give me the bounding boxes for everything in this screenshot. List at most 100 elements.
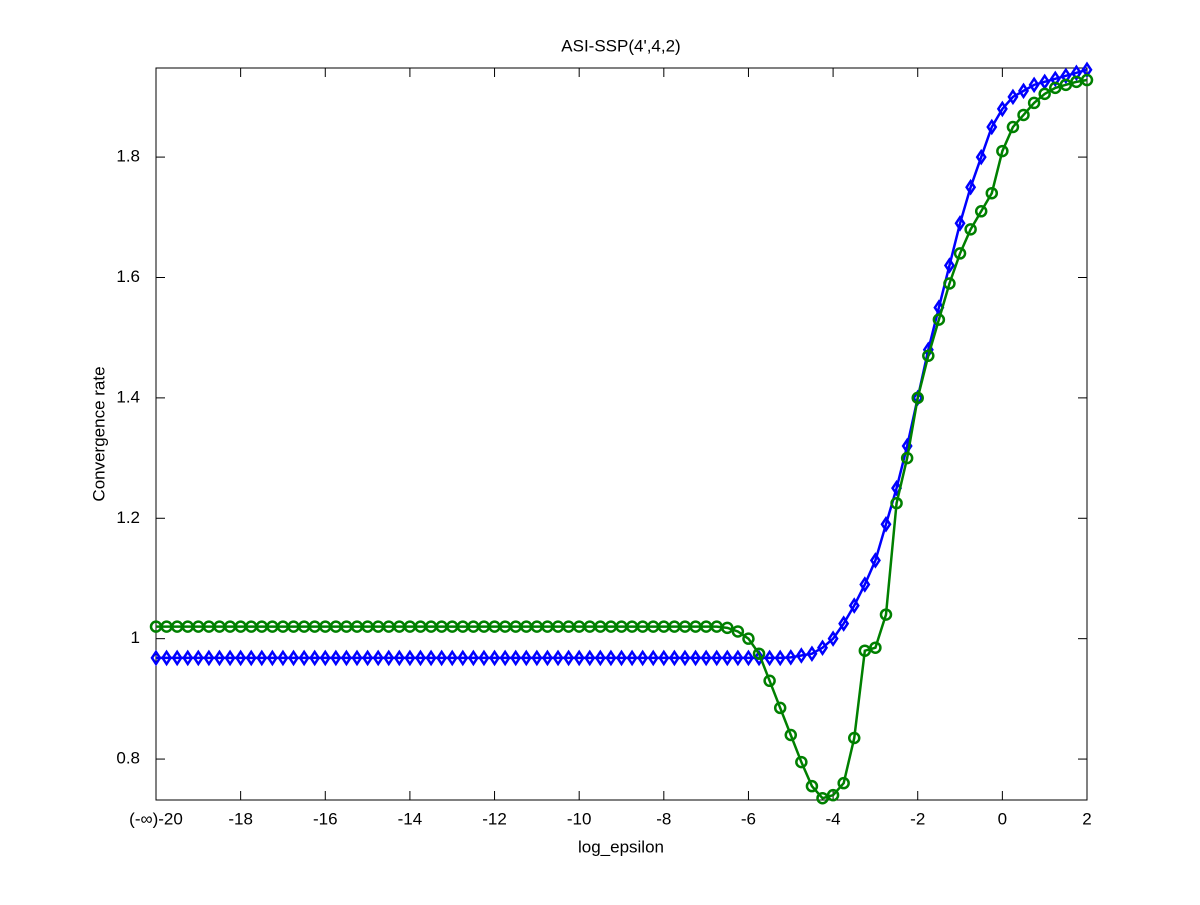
x-tick-label: -8	[656, 809, 671, 828]
data-point	[1060, 67, 1072, 85]
y-axis-label: Convergence rate	[89, 366, 108, 501]
y-tick-label: 1.4	[116, 387, 140, 406]
data-point	[489, 649, 501, 667]
data-point	[161, 649, 173, 667]
data-point	[1006, 120, 1020, 134]
data-point	[372, 649, 384, 667]
data-point	[436, 649, 448, 667]
data-point	[594, 649, 606, 667]
data-point	[330, 649, 342, 667]
data-point	[690, 649, 702, 667]
y-tick-label: 1.6	[116, 267, 140, 286]
data-point	[563, 649, 575, 667]
data-point	[880, 516, 892, 533]
data-point	[203, 649, 215, 667]
data-point	[150, 649, 162, 667]
data-point	[732, 649, 744, 667]
data-point	[721, 649, 733, 667]
data-point	[1080, 73, 1094, 87]
data-point	[1028, 76, 1040, 94]
data-point	[879, 608, 893, 621]
data-point	[393, 649, 405, 667]
x-tick-label: (-∞)-20	[129, 809, 183, 828]
data-point	[764, 649, 776, 667]
data-point	[848, 597, 860, 614]
data-point	[954, 215, 966, 232]
data-point	[277, 649, 289, 667]
data-point	[340, 649, 352, 667]
data-point	[647, 649, 659, 667]
data-point	[953, 247, 967, 260]
y-tick-label: 1	[131, 628, 140, 647]
plot-area	[155, 67, 1088, 801]
data-point	[911, 391, 924, 405]
data-point	[752, 647, 766, 660]
data-point	[975, 148, 987, 166]
data-point	[996, 144, 1009, 158]
data-point	[213, 649, 225, 667]
data-point	[615, 649, 628, 667]
data-point	[404, 649, 416, 667]
data-point	[742, 649, 754, 667]
data-point	[288, 649, 300, 667]
data-point	[510, 649, 522, 667]
data-point	[1059, 78, 1073, 92]
data-point	[414, 649, 426, 667]
data-point	[531, 649, 543, 667]
data-point	[1017, 108, 1030, 122]
data-point	[668, 649, 680, 667]
data-point	[383, 649, 395, 667]
data-point	[838, 615, 850, 632]
data-point	[859, 576, 871, 593]
data-point	[806, 645, 818, 662]
data-point	[1038, 87, 1051, 101]
data-point	[817, 639, 829, 656]
data-point	[826, 788, 840, 802]
data-point	[256, 649, 268, 667]
data-point	[266, 649, 278, 667]
x-tick-label: -2	[910, 809, 925, 828]
x-tick-label: -6	[741, 809, 756, 828]
data-point	[848, 731, 861, 745]
data-point	[478, 649, 490, 667]
data-point	[425, 649, 437, 667]
data-point	[1007, 88, 1019, 106]
data-point	[1027, 96, 1041, 110]
x-tick-label: -12	[482, 809, 507, 828]
data-point	[965, 178, 977, 196]
data-point	[679, 649, 691, 667]
x-tick-label: -10	[567, 809, 592, 828]
data-point	[773, 701, 787, 715]
data-point	[816, 791, 829, 805]
x-tick-label: -14	[398, 809, 423, 828]
data-point	[711, 649, 723, 667]
series-line	[156, 78, 1088, 800]
data-point	[891, 479, 903, 497]
data-point	[763, 674, 776, 688]
x-tick-label: 0	[998, 809, 1007, 828]
data-point	[626, 649, 638, 667]
data-point	[584, 649, 596, 667]
data-point	[573, 649, 585, 667]
data-point	[795, 647, 807, 664]
data-point	[1070, 64, 1082, 82]
data-point	[182, 649, 194, 667]
data-point	[721, 621, 734, 635]
data-point	[753, 649, 765, 667]
data-point	[362, 649, 374, 667]
data-point	[996, 100, 1008, 118]
x-tick-label: -16	[313, 809, 338, 828]
y-tick-label: 1.8	[116, 147, 140, 166]
data-point	[795, 755, 808, 769]
data-point	[974, 205, 988, 218]
data-point	[869, 641, 882, 654]
data-point	[922, 349, 935, 362]
chart-title: ASI-SSP(4',4,2)	[561, 36, 680, 55]
x-axis-label: log_epsilon	[578, 837, 664, 856]
data-point	[235, 649, 247, 667]
data-point	[774, 649, 786, 667]
data-point	[742, 632, 755, 645]
data-point	[700, 649, 712, 667]
data-point	[964, 223, 977, 236]
